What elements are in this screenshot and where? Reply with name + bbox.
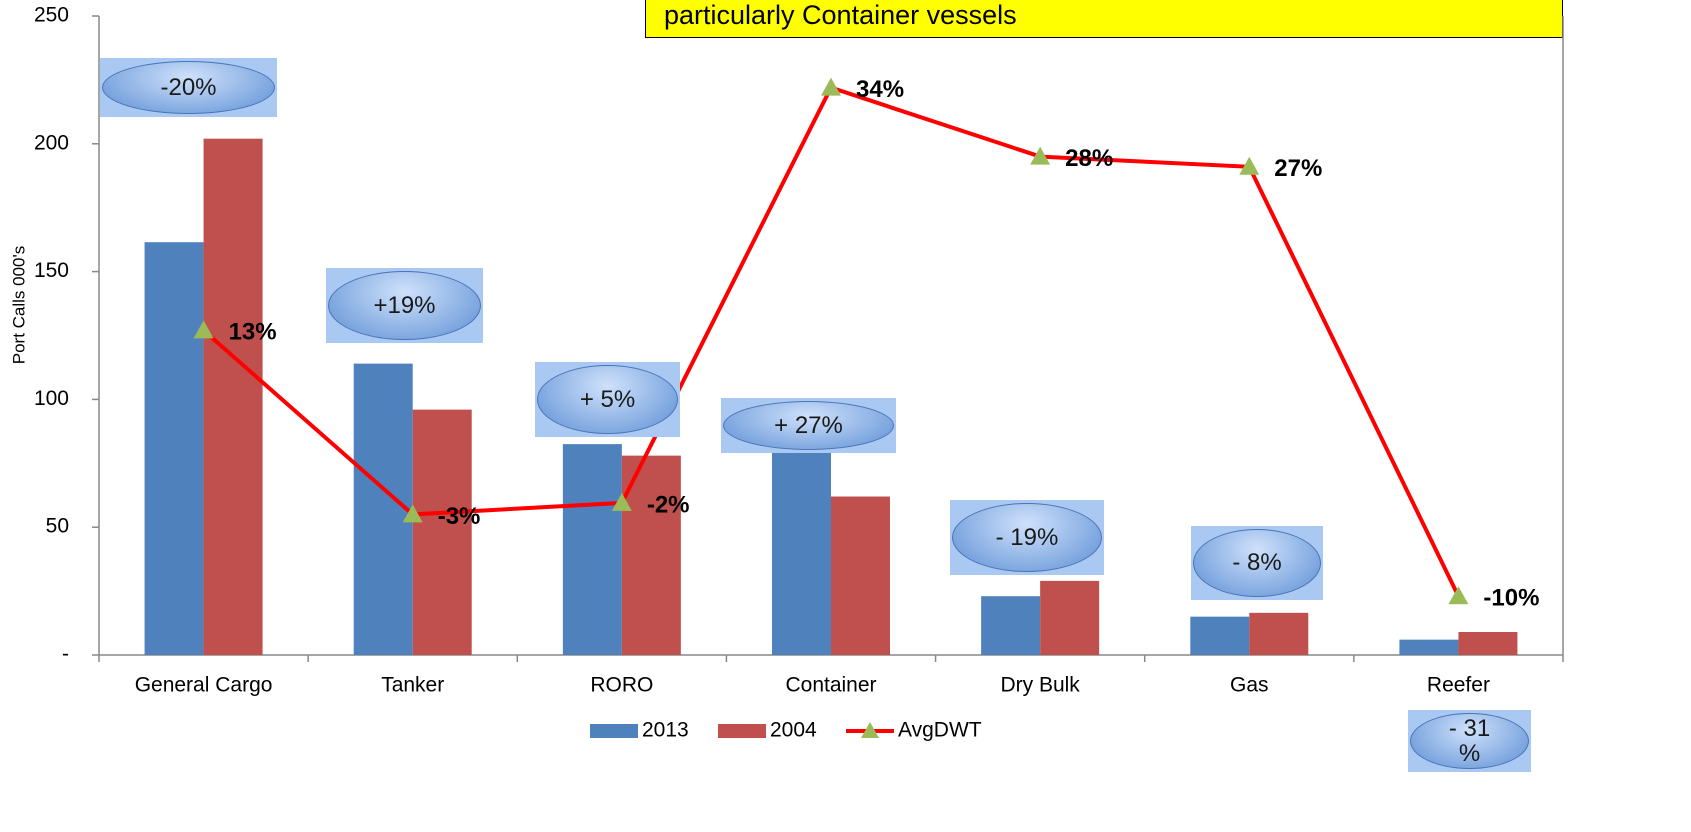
bar [1399, 639, 1459, 655]
bar [1190, 616, 1250, 655]
change-label: + 27% [721, 398, 896, 453]
x-tick-label: General Cargo [135, 674, 273, 697]
legend-marker [861, 722, 879, 738]
y-tick-label: 250 [34, 4, 69, 27]
point-label: 28% [1065, 145, 1113, 172]
marker [821, 77, 841, 96]
change-text: - 19% [995, 523, 1059, 551]
change-label: - 8% [1191, 526, 1323, 600]
x-tick-label: Gas [1230, 674, 1269, 697]
legend-label: AvgDWT [898, 719, 982, 742]
change-label: + 5% [535, 362, 680, 437]
y-tick-label: 200 [34, 131, 69, 154]
legend-swatch [718, 724, 766, 738]
y-tick-label: - [62, 643, 69, 666]
bar [831, 496, 890, 655]
x-tick-label: Tanker [381, 674, 444, 697]
marker [1239, 156, 1260, 175]
x-tick-label: Reefer [1427, 674, 1490, 697]
change-text: +19% [373, 291, 436, 319]
change-label: - 31 % [1408, 710, 1531, 772]
point-label: 13% [229, 319, 277, 346]
marker [1030, 146, 1051, 165]
change-label: - 19% [950, 500, 1104, 575]
marker [611, 492, 632, 511]
point-label: 27% [1274, 155, 1322, 182]
bar [621, 455, 681, 655]
change-label: +19% [326, 268, 483, 343]
marker [402, 504, 423, 523]
y-tick-label: 150 [34, 259, 69, 282]
bar [1458, 631, 1518, 655]
bar [772, 450, 831, 655]
bar [412, 409, 472, 655]
point-label: -2% [647, 491, 690, 518]
bar [981, 596, 1041, 655]
point-label: -3% [438, 503, 481, 530]
y-tick-label: 100 [34, 387, 69, 410]
change-text: -20% [160, 73, 217, 101]
y-axis-label: Port Calls 000's [9, 246, 28, 365]
x-tick-label: RORO [590, 674, 653, 697]
point-label: -10% [1483, 585, 1539, 612]
legend-swatch [590, 724, 638, 738]
bar [144, 242, 204, 655]
bar [562, 444, 622, 655]
legend-label: 2013 [642, 719, 689, 742]
x-tick-label: Dry Bulk [1000, 674, 1080, 697]
change-text: + 27% [774, 411, 843, 439]
bar [1249, 612, 1309, 655]
bar [353, 363, 413, 655]
point-label: 34% [856, 76, 904, 103]
marker [1448, 586, 1469, 605]
legend-label: 2004 [770, 719, 817, 742]
bar [1040, 580, 1100, 655]
callout: particularly Container vessels [645, 0, 1563, 38]
x-tick-label: Container [785, 674, 876, 697]
change-label: -20% [100, 58, 277, 117]
y-tick-label: 50 [46, 515, 69, 538]
change-text: + 5% [579, 385, 636, 413]
bar [203, 138, 263, 656]
marker [193, 320, 214, 339]
change-text: - 31 % [1448, 714, 1491, 767]
change-text: - 8% [1232, 549, 1282, 577]
